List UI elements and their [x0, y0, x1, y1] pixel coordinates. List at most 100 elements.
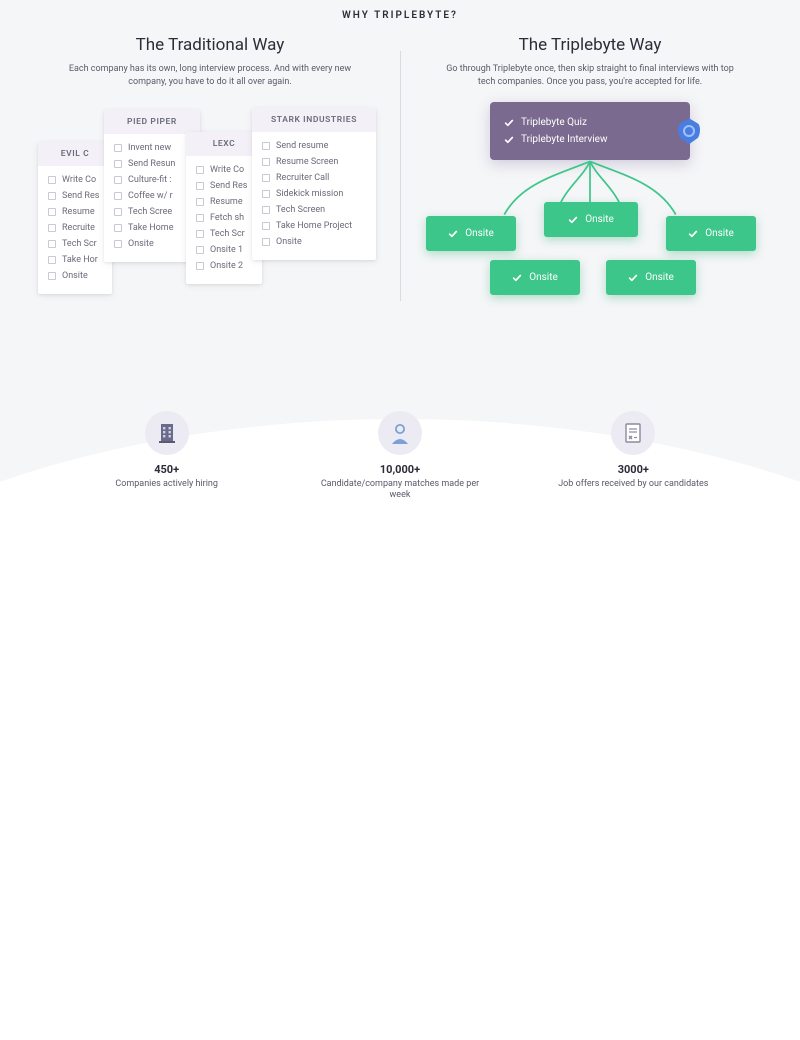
stat-label: Companies actively hiring	[77, 479, 257, 491]
checklist-label: Coffee w/ r	[128, 191, 173, 201]
company-card: LEXCWrite CoSend ResResumeFetch shTech S…	[186, 132, 262, 284]
stat-item: 3000+ Job offers received by our candida…	[543, 411, 723, 502]
triplebyte-title: The Triplebyte Way	[416, 35, 764, 55]
checkbox-icon	[196, 198, 204, 206]
checkbox-icon	[48, 224, 56, 232]
stat-label: Candidate/company matches made per week	[310, 479, 490, 502]
checkbox-icon	[262, 174, 270, 182]
checkbox-icon	[114, 224, 122, 232]
onsite-label: Onsite	[645, 272, 674, 283]
checkbox-icon	[196, 230, 204, 238]
step-label: Triplebyte Quiz	[521, 117, 587, 128]
company-cards-area: EVIL CWrite CoSend ResResumeRecruiteTech…	[32, 102, 384, 332]
checklist-label: Culture-fit :	[128, 175, 171, 185]
traditional-title: The Traditional Way	[36, 35, 384, 55]
checkbox-icon	[196, 262, 204, 270]
checklist-item: Tech Screen	[262, 202, 366, 218]
checklist-label: Recruiter Call	[276, 173, 329, 183]
checklist-label: Onsite	[276, 237, 302, 247]
step-label: Triplebyte Interview	[521, 134, 608, 145]
stats-row: 450+ Companies actively hiring 10,000+ C…	[0, 399, 800, 520]
checklist-item: Resume	[48, 204, 102, 220]
checklist-label: Invent new	[128, 143, 171, 153]
checkbox-icon	[48, 256, 56, 264]
checkbox-icon	[262, 190, 270, 198]
onsite-label: Onsite	[529, 272, 558, 283]
triplebyte-column: The Triplebyte Way Go through Triplebyte…	[400, 35, 780, 332]
checklist-item: Send Res	[48, 188, 102, 204]
checklist-item: Onsite 1	[196, 242, 252, 258]
onsite-card: Onsite	[666, 216, 756, 251]
checklist-item: Take Home Project	[262, 218, 366, 234]
checkbox-icon	[262, 222, 270, 230]
checklist-item: Onsite 2	[196, 258, 252, 274]
building-icon	[145, 411, 189, 455]
stat-number: 3000+	[543, 463, 723, 476]
checklist-item: Write Co	[196, 162, 252, 178]
checklist-label: Recruite	[62, 223, 95, 233]
checklist-item: Recruiter Call	[262, 170, 366, 186]
checklist-item: Resume Screen	[262, 154, 366, 170]
checklist-item: Onsite	[48, 268, 102, 284]
traditional-column: The Traditional Way Each company has its…	[20, 35, 400, 332]
onsite-card: Onsite	[426, 216, 516, 251]
checklist-item: Fetch sh	[196, 210, 252, 226]
checkbox-icon	[262, 238, 270, 246]
stat-number: 10,000+	[310, 463, 490, 476]
checkbox-icon	[114, 192, 122, 200]
checklist-label: Resume	[62, 207, 95, 217]
stats-section: 450+ Companies actively hiring 10,000+ C…	[0, 399, 800, 520]
company-name: LEXC	[186, 132, 262, 156]
checkbox-icon	[196, 246, 204, 254]
badge-icon	[678, 118, 700, 144]
checkbox-icon	[48, 208, 56, 216]
triplebyte-steps-card: Triplebyte Quiz Triplebyte Interview	[490, 102, 690, 160]
person-icon	[378, 411, 422, 455]
doc-icon	[611, 411, 655, 455]
stat-item: 450+ Companies actively hiring	[77, 411, 257, 502]
section-header: WHY TRIPLEBYTE?	[0, 0, 800, 21]
checklist-label: Send Resun	[128, 159, 175, 169]
onsite-card: Onsite	[490, 260, 580, 295]
checklist-item: Onsite	[262, 234, 366, 250]
checklist-item: Onsite	[114, 236, 190, 252]
checklist-label: Send resume	[276, 141, 328, 151]
stat-label: Job offers received by our candidates	[543, 479, 723, 491]
triplebyte-step: Triplebyte Interview	[504, 131, 676, 148]
checklist-item: Tech Scr	[48, 236, 102, 252]
company-name: STARK INDUSTRIES	[252, 108, 376, 132]
checklist-label: Fetch sh	[210, 213, 244, 223]
checkbox-icon	[114, 208, 122, 216]
stat-item: 10,000+ Candidate/company matches made p…	[310, 411, 490, 502]
checklist-item: Send resume	[262, 138, 366, 154]
checklist-label: Take Home Project	[276, 221, 352, 231]
onsite-label: Onsite	[705, 228, 734, 239]
checklist-item: Resume	[196, 194, 252, 210]
checklist-label: Resume	[210, 197, 243, 207]
onsite-card: Onsite	[544, 202, 638, 237]
triplebyte-diagram: Triplebyte Quiz Triplebyte Interview Onsi…	[416, 102, 764, 332]
checklist-item: Recruite	[48, 220, 102, 236]
checklist-label: Send Res	[62, 191, 99, 201]
checklist-label: Onsite	[128, 239, 154, 249]
checklist-item: Tech Scr	[196, 226, 252, 242]
checkbox-icon	[48, 192, 56, 200]
checklist-label: Onsite 2	[210, 261, 243, 271]
checkbox-icon	[196, 166, 204, 174]
traditional-subtitle: Each company has its own, long interview…	[60, 63, 360, 88]
checklist-label: Resume Screen	[276, 157, 338, 167]
checkbox-icon	[114, 176, 122, 184]
checkbox-icon	[48, 272, 56, 280]
checklist-item: Coffee w/ r	[114, 188, 190, 204]
checklist-label: Take Home	[128, 223, 173, 233]
checklist-item: Send Resun	[114, 156, 190, 172]
checklist-label: Onsite	[62, 271, 88, 281]
checklist-item: Tech Scree	[114, 204, 190, 220]
checkbox-icon	[114, 160, 122, 168]
checkbox-icon	[114, 240, 122, 248]
checklist-label: Onsite 1	[210, 245, 243, 255]
checklist-item: Write Co	[48, 172, 102, 188]
checklist-item: Take Hor	[48, 252, 102, 268]
checklist-label: Tech Screen	[276, 205, 325, 215]
onsite-label: Onsite	[465, 228, 494, 239]
